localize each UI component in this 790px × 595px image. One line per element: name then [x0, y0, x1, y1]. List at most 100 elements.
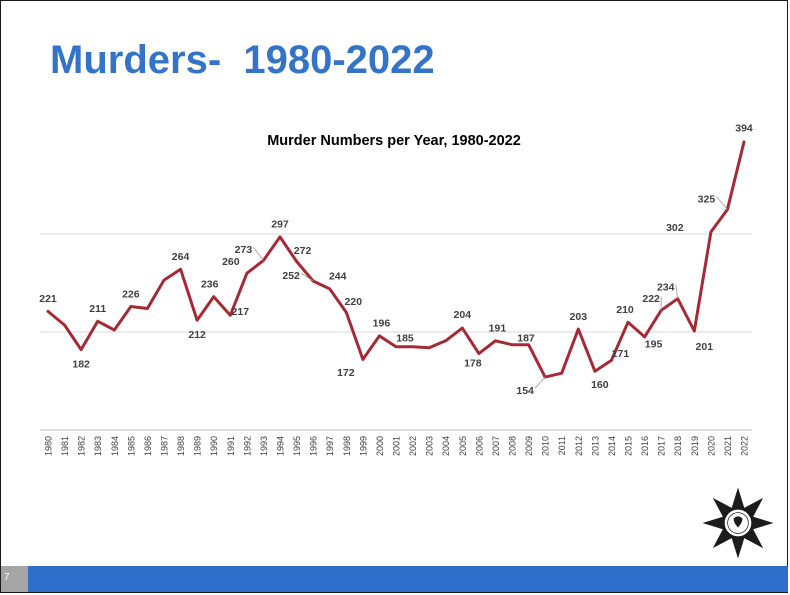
data-label: 185 [396, 332, 414, 344]
data-point [709, 230, 713, 234]
x-tick-label: 2006 [474, 436, 484, 456]
label-leader-line [675, 284, 679, 299]
data-label: 234 [657, 281, 675, 293]
data-point [693, 329, 696, 333]
data-label: 160 [591, 379, 609, 391]
data-label: 297 [271, 219, 289, 231]
x-tick-label: 2000 [375, 436, 385, 456]
data-label: 187 [517, 333, 535, 345]
data-point [378, 334, 381, 338]
data-label: 394 [735, 123, 753, 135]
x-tick-label: 2002 [408, 436, 418, 456]
x-tick-label: 1997 [325, 436, 335, 456]
data-label: 171 [612, 348, 630, 360]
data-label: 154 [516, 385, 534, 397]
data-point [328, 287, 331, 291]
x-tick-label: 1987 [160, 436, 170, 456]
data-label: 260 [222, 256, 240, 268]
data-point [113, 328, 116, 332]
x-tick-label: 2010 [541, 436, 551, 456]
data-label: 244 [329, 271, 347, 283]
data-point [46, 310, 50, 313]
data-point [610, 359, 613, 362]
data-label: 273 [235, 244, 253, 256]
x-tick-label: 2007 [491, 436, 501, 456]
x-tick-label: 1981 [60, 436, 70, 456]
label-leader-line [300, 272, 314, 282]
series-line [46, 140, 746, 379]
data-point [510, 343, 514, 346]
data-point [129, 305, 133, 308]
x-tick-label: 1990 [209, 436, 219, 456]
data-label: 203 [570, 311, 588, 323]
x-tick-label: 1992 [242, 436, 252, 456]
x-tick-label: 1988 [176, 436, 186, 456]
data-label: 220 [345, 296, 363, 308]
data-label: 178 [464, 357, 482, 369]
x-tick-label: 1991 [226, 436, 236, 456]
x-tick-label: 1982 [77, 436, 87, 456]
x-tick-label: 2015 [624, 436, 634, 456]
data-point [179, 268, 182, 271]
data-label: 217 [232, 306, 250, 318]
page-number-box [1, 566, 28, 592]
data-point [477, 352, 481, 355]
data-point [643, 335, 646, 339]
data-point [593, 370, 597, 373]
x-tick-label: 2001 [392, 436, 402, 456]
x-tick-label: 2013 [590, 436, 600, 456]
data-label: 204 [454, 309, 472, 321]
data-point [361, 358, 365, 361]
x-tick-label: 1980 [44, 436, 54, 456]
data-point [427, 346, 431, 349]
data-label: 264 [172, 251, 190, 263]
x-tick-label: 2019 [690, 436, 700, 456]
label-leader-line [716, 196, 728, 210]
x-tick-label: 1989 [193, 436, 203, 456]
data-label: 172 [337, 367, 355, 379]
data-point [461, 326, 464, 330]
data-point [527, 343, 530, 346]
x-tick-label: 2004 [441, 436, 451, 456]
data-label: 212 [188, 329, 206, 341]
data-label: 222 [642, 293, 660, 305]
data-point [742, 140, 746, 144]
footer-bar [28, 566, 788, 592]
x-tick-label: 2021 [723, 436, 733, 456]
x-tick-label: 1993 [259, 436, 269, 456]
x-tick-label: 1999 [358, 436, 368, 456]
data-point [162, 278, 166, 282]
x-tick-label: 2011 [557, 436, 567, 455]
data-label: 191 [489, 323, 507, 335]
data-label: 226 [122, 288, 140, 300]
x-tick-label: 2018 [673, 436, 683, 456]
x-tick-label: 2005 [458, 436, 468, 456]
data-point [212, 295, 215, 298]
data-point [278, 235, 282, 239]
x-tick-label: 1998 [342, 436, 352, 456]
data-label: 302 [666, 222, 684, 234]
data-point [146, 307, 149, 310]
data-point [444, 339, 447, 343]
data-point [411, 345, 414, 348]
data-label: 201 [696, 341, 714, 353]
chart-title: Murder Numbers per Year, 1980-2022 [267, 133, 521, 149]
data-label: 252 [282, 270, 300, 282]
data-label: 325 [698, 193, 716, 205]
x-tick-label: 1994 [276, 436, 286, 456]
page-number: 7 [4, 572, 10, 583]
data-label: 221 [39, 293, 57, 305]
x-tick-label: 1984 [110, 436, 120, 456]
x-tick-label: 1995 [292, 436, 302, 456]
x-tick-label: 2009 [524, 436, 534, 456]
data-point [79, 348, 83, 351]
x-axis: 1980 1981 1982 1983 1984 1985 1986 1987 1988 1989… [44, 436, 750, 456]
gridlines [40, 233, 752, 431]
x-tick-label: 1986 [143, 436, 153, 456]
data-point [295, 260, 298, 263]
x-tick-label: 2008 [508, 436, 518, 456]
data-label: 211 [89, 303, 106, 315]
data-label: 236 [201, 279, 219, 291]
